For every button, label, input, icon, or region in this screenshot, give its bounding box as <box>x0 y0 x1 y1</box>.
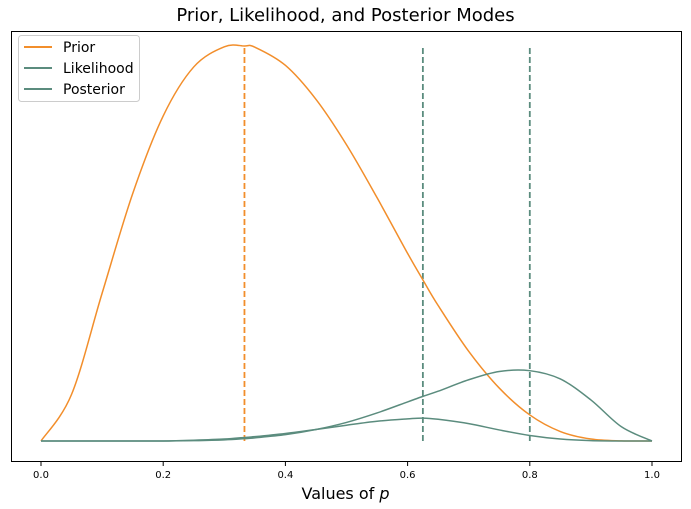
chart-title: Prior, Likelihood, and Posterior Modes <box>176 5 514 26</box>
series-lines <box>40 44 653 442</box>
legend-label-likelihood: Likelihood <box>63 61 134 77</box>
legend-label-prior: Prior <box>63 40 95 56</box>
x-tick-label: 0.0 <box>33 470 49 481</box>
x-tick-label: 0.6 <box>400 470 416 481</box>
series-line-posterior <box>41 417 653 442</box>
x-tick-label: 1.0 <box>644 470 660 481</box>
series-line-prior <box>40 44 653 442</box>
x-tick-label: 0.8 <box>522 470 538 481</box>
legend-label-posterior: Posterior <box>63 82 125 98</box>
plot-frame <box>11 31 682 462</box>
x-axis-ticks: 0.0 0.2 0.4 0.6 0.8 1.0 <box>33 462 660 481</box>
x-tick-label: 0.4 <box>277 470 293 481</box>
x-axis-label-text: Values of <box>301 484 379 503</box>
x-tick-label: 0.2 <box>155 470 171 481</box>
legend[interactable]: Prior Likelihood Posterior <box>18 35 140 102</box>
legend-box <box>18 35 140 102</box>
mode-lines <box>243 46 531 441</box>
series-line-likelihood <box>41 369 653 442</box>
x-axis-label: Values of p <box>301 484 389 503</box>
x-axis-label-variable: p <box>378 484 389 503</box>
